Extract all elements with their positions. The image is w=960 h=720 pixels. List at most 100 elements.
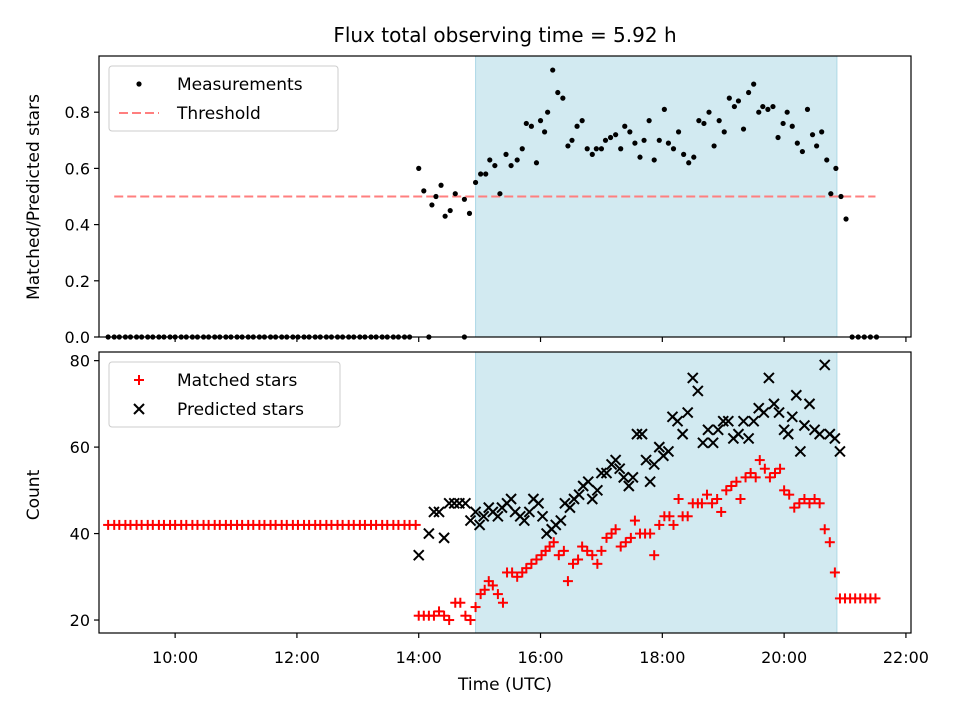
- matched-point: [769, 468, 780, 479]
- measurement-point: [533, 160, 540, 166]
- measurement-point: [555, 89, 561, 96]
- predicted-point: [505, 493, 517, 505]
- measurement-point: [646, 118, 652, 124]
- measurement-point: [843, 216, 849, 222]
- measurement-point: [433, 193, 439, 200]
- measurement-point: [794, 140, 800, 146]
- matched-point: [721, 485, 732, 496]
- measurement-point: [824, 157, 830, 163]
- matched-point: [592, 558, 603, 569]
- matched-point: [428, 610, 439, 621]
- matched-point: [553, 550, 564, 561]
- measurement-point: [461, 196, 467, 202]
- matched-point: [654, 519, 665, 530]
- predicted-point: [737, 415, 750, 427]
- measurement-point: [478, 171, 484, 177]
- predicted-point: [773, 406, 785, 419]
- predicted-point: [623, 480, 635, 492]
- predicted-point: [829, 432, 841, 445]
- matched-point: [562, 576, 573, 587]
- x-axis-ticks: 10:00 12:00 14:00 16:00 18:00 20:00 22:00: [152, 648, 929, 667]
- matched-point: [568, 558, 579, 569]
- measurement-point: [770, 103, 776, 110]
- measurement-point: [579, 118, 585, 124]
- matched-point: [789, 502, 800, 513]
- predicted-point: [676, 428, 689, 440]
- matched-point: [645, 528, 656, 539]
- predicted-point: [631, 428, 643, 440]
- predicted-point: [758, 406, 770, 419]
- measurement-point: [746, 89, 752, 96]
- predicted-point: [648, 458, 660, 471]
- predicted-point: [428, 506, 440, 518]
- predicted-point: [697, 437, 709, 449]
- measurement-point: [681, 151, 687, 157]
- matched-point: [455, 597, 466, 608]
- measurement-point: [466, 210, 473, 216]
- measurement-point: [804, 106, 811, 112]
- measurement-point: [691, 154, 697, 160]
- bottom-y-tick-label: 80: [70, 352, 90, 371]
- measurement-point: [819, 129, 825, 135]
- predicted-point: [448, 497, 460, 510]
- predicted-point: [582, 475, 594, 488]
- measurement-point: [799, 148, 805, 155]
- measurement-point: [814, 143, 820, 149]
- matched-point: [596, 545, 607, 556]
- matched-point: [465, 615, 476, 626]
- predicted-point: [600, 467, 613, 479]
- matched-point: [870, 593, 881, 604]
- measurement-point: [483, 171, 489, 177]
- predicted-point: [813, 428, 826, 440]
- measurement-point: [442, 213, 448, 219]
- legend-label: Threshold: [176, 104, 261, 124]
- matched-point: [716, 506, 727, 517]
- measurement-point: [632, 140, 638, 146]
- matched-point: [587, 550, 598, 561]
- legend-box: [108, 65, 339, 132]
- predicted-point: [782, 428, 794, 440]
- predicted-point: [573, 488, 585, 501]
- top-y-tick-label: 0.0: [65, 328, 90, 347]
- measurement-point: [487, 157, 493, 163]
- top-y-tick-label: 0.2: [65, 272, 90, 291]
- matched-point: [819, 524, 830, 535]
- matched-point: [582, 545, 593, 556]
- matched-point: [764, 472, 775, 483]
- measurement-point: [838, 193, 844, 200]
- measurement-point: [637, 154, 643, 160]
- matched-point: [824, 537, 835, 548]
- measurement-point: [541, 129, 548, 135]
- predicted-point: [702, 424, 714, 436]
- matched-point: [726, 481, 737, 492]
- predicted-point: [636, 428, 648, 440]
- top-y-tick-label: 0.6: [65, 159, 90, 178]
- matched-point: [668, 519, 679, 530]
- measurement-point: [711, 143, 717, 149]
- predicted-point: [618, 471, 630, 484]
- measurement-point: [447, 207, 453, 214]
- measurement-point: [656, 137, 662, 143]
- measurement-point: [584, 146, 590, 152]
- measurement-point: [726, 95, 732, 101]
- measurement-point: [519, 146, 525, 152]
- predicted-point: [536, 510, 549, 522]
- x-tick-label: 10:00: [152, 648, 198, 667]
- measurement-point: [765, 106, 771, 112]
- legend-predicted-marker: [133, 403, 145, 415]
- predicted-point: [564, 501, 576, 514]
- measurement-point: [618, 146, 624, 152]
- x-tick-label: 12:00: [274, 648, 320, 667]
- predicted-point: [834, 445, 846, 458]
- measurement-point: [740, 126, 747, 132]
- measurement-point: [833, 165, 839, 171]
- predicted-point: [798, 419, 811, 432]
- bottom-y-axis-label: Count: [24, 469, 44, 520]
- matched-point: [526, 558, 537, 569]
- measurement-point: [569, 137, 575, 143]
- top-panel: 0.0 0.2 0.4 0.6 0.8 Measurements Threshold: [65, 55, 912, 347]
- matched-point: [701, 489, 712, 500]
- bottom-y-tick-label: 40: [70, 525, 90, 544]
- predicted-point: [653, 441, 665, 453]
